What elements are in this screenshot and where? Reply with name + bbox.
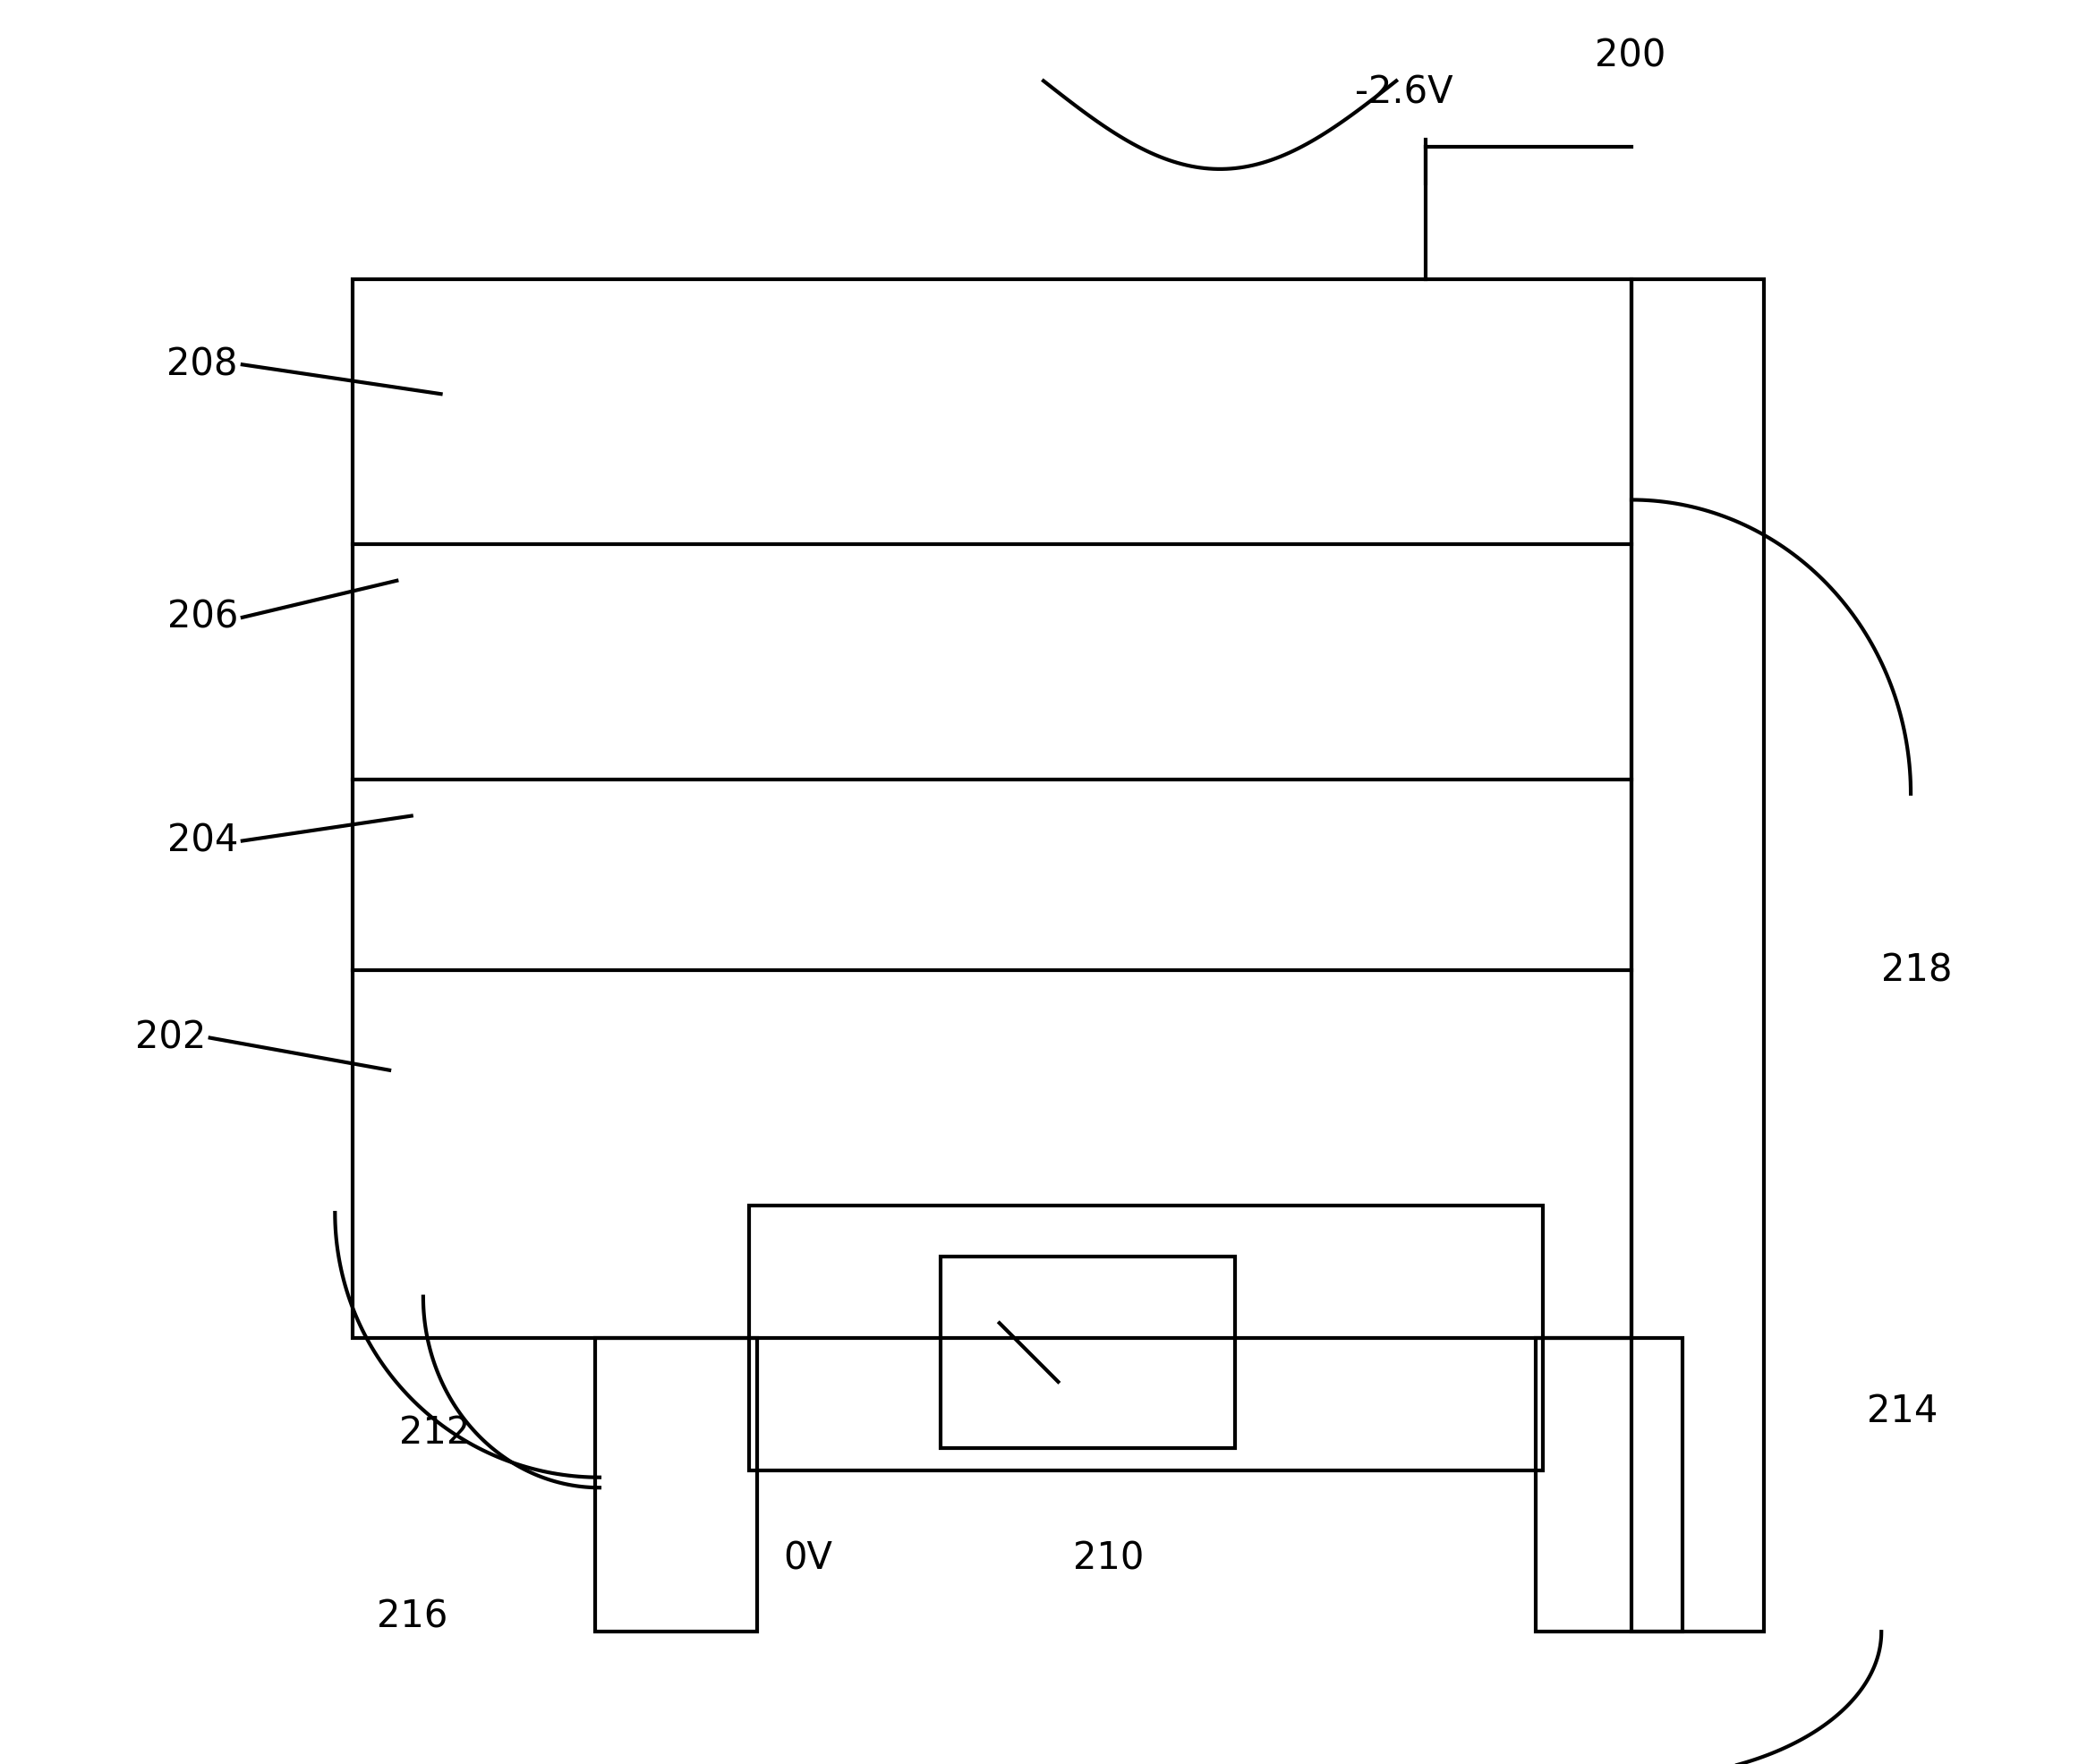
Text: 218: 218 xyxy=(1880,951,1953,990)
Text: -2.6V: -2.6V xyxy=(1354,74,1453,111)
Text: 202: 202 xyxy=(136,1020,207,1057)
Bar xyxy=(1632,279,1764,1632)
Bar xyxy=(353,279,1632,1337)
Text: 0V: 0V xyxy=(785,1540,833,1577)
Text: 212: 212 xyxy=(399,1415,470,1452)
Bar xyxy=(941,1258,1236,1448)
Text: 208: 208 xyxy=(167,346,238,383)
Text: 210: 210 xyxy=(1073,1540,1144,1577)
Bar xyxy=(595,1337,758,1632)
Text: 204: 204 xyxy=(167,822,238,859)
Bar xyxy=(749,1205,1542,1469)
Text: 206: 206 xyxy=(167,598,238,637)
Bar xyxy=(1536,1337,1682,1632)
Text: 200: 200 xyxy=(1594,37,1665,74)
Text: 214: 214 xyxy=(1866,1392,1937,1431)
Text: 216: 216 xyxy=(378,1598,449,1635)
